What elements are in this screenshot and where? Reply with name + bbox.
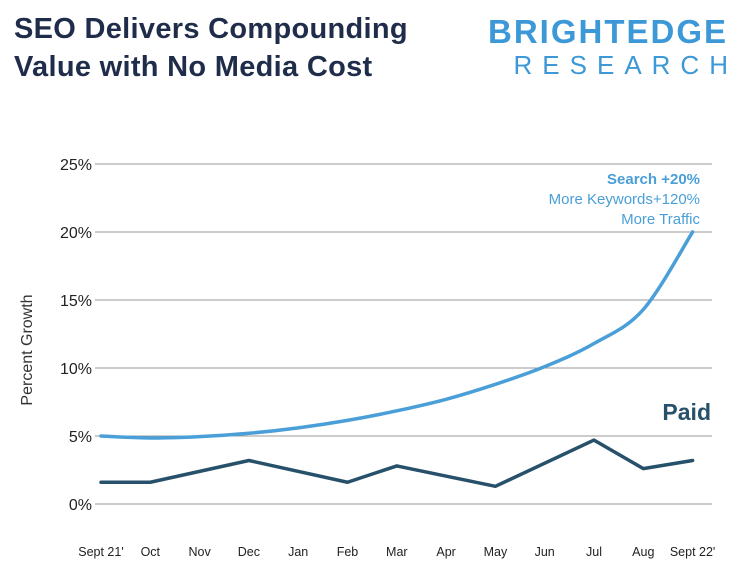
y-tick-label: 20% <box>60 225 92 242</box>
y-tick-label: 25% <box>60 157 92 174</box>
x-tick-label: Apr <box>436 545 455 559</box>
x-tick-label: Jul <box>586 545 602 559</box>
brand-name: BRIGHTEDGE <box>487 13 728 50</box>
x-tick-label: Jun <box>535 545 555 559</box>
y-tick-label: 10% <box>60 361 92 378</box>
brand-subtitle: RESEARCH <box>513 50 738 80</box>
title-line-2: Value with No Media Cost <box>14 51 373 83</box>
search-annotation-line-1: Search +20% <box>607 171 700 188</box>
x-tick-label: Nov <box>188 545 211 559</box>
title-line-1: SEO Delivers Compounding <box>14 13 408 45</box>
brand-logo: BRIGHTEDGE RESEARCH <box>487 13 728 81</box>
x-tick-label: May <box>484 545 508 559</box>
search-annotation-line-2: More Keywords+120% <box>549 191 700 208</box>
y-tick-label: 15% <box>60 293 92 310</box>
y-tick-label: 5% <box>69 429 92 446</box>
x-tick-label: Dec <box>238 545 260 559</box>
paid-series-line <box>99 438 695 489</box>
y-tick-label: 0% <box>69 497 92 514</box>
chart-title: SEO Delivers Compounding Value with No M… <box>14 10 408 86</box>
search-annotation-line-3: More Traffic <box>621 211 700 228</box>
x-tick-label: Mar <box>386 545 408 559</box>
x-tick-label: Sept 22' <box>670 545 715 559</box>
x-tick-label: Jan <box>288 545 308 559</box>
x-tick-label: Sept 21' <box>78 545 123 559</box>
x-tick-label: Feb <box>337 545 359 559</box>
x-tick-label: Oct <box>141 545 161 559</box>
y-axis-label: Percent Growth <box>19 294 36 405</box>
search-series-line <box>99 230 695 440</box>
paid-series-label: Paid <box>662 399 711 425</box>
x-tick-label: Aug <box>632 545 654 559</box>
